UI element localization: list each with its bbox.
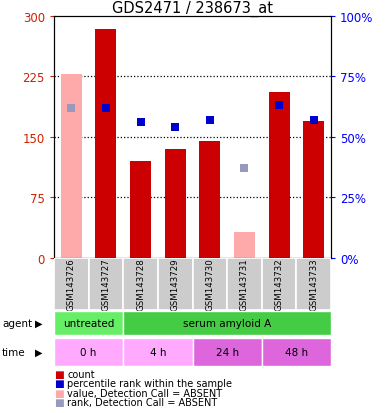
- Text: GSM143730: GSM143730: [205, 258, 214, 310]
- Bar: [192, 258, 227, 310]
- Bar: [165, 150, 186, 258]
- Text: ■: ■: [54, 378, 64, 388]
- Bar: [123, 338, 192, 366]
- Text: ▶: ▶: [35, 347, 43, 357]
- Bar: [303, 121, 324, 258]
- Text: GSM143729: GSM143729: [171, 258, 180, 310]
- Bar: [130, 161, 151, 258]
- Text: 4 h: 4 h: [150, 347, 166, 357]
- Text: value, Detection Call = ABSENT: value, Detection Call = ABSENT: [67, 388, 223, 398]
- Text: GSM143728: GSM143728: [136, 258, 145, 310]
- Bar: [262, 338, 331, 366]
- Bar: [262, 258, 296, 310]
- Text: 0 h: 0 h: [80, 347, 97, 357]
- Text: GSM143733: GSM143733: [309, 258, 318, 310]
- Text: GSM143732: GSM143732: [275, 258, 284, 310]
- Text: 24 h: 24 h: [216, 347, 239, 357]
- Bar: [234, 233, 255, 258]
- Text: GSM143731: GSM143731: [240, 258, 249, 310]
- Text: GSM143727: GSM143727: [101, 258, 110, 310]
- Title: GDS2471 / 238673_at: GDS2471 / 238673_at: [112, 0, 273, 17]
- Bar: [54, 338, 123, 366]
- Text: percentile rank within the sample: percentile rank within the sample: [67, 378, 233, 388]
- Text: ■: ■: [54, 397, 64, 407]
- Text: agent: agent: [2, 318, 32, 328]
- Text: serum amyloid A: serum amyloid A: [183, 318, 271, 328]
- Bar: [95, 30, 116, 258]
- Text: count: count: [67, 369, 95, 379]
- Text: rank, Detection Call = ABSENT: rank, Detection Call = ABSENT: [67, 397, 218, 407]
- Bar: [89, 258, 123, 310]
- Text: 48 h: 48 h: [285, 347, 308, 357]
- Bar: [296, 258, 331, 310]
- Text: time: time: [2, 347, 25, 357]
- Text: ■: ■: [54, 369, 64, 379]
- Text: untreated: untreated: [63, 318, 114, 328]
- Bar: [269, 93, 290, 258]
- Bar: [54, 258, 89, 310]
- Bar: [61, 75, 82, 258]
- Bar: [54, 311, 123, 335]
- Text: GSM143726: GSM143726: [67, 258, 76, 310]
- Bar: [192, 338, 262, 366]
- Text: ■: ■: [54, 388, 64, 398]
- Bar: [199, 141, 220, 258]
- Bar: [123, 258, 158, 310]
- Text: ▶: ▶: [35, 318, 43, 328]
- Bar: [227, 258, 262, 310]
- Bar: [158, 258, 192, 310]
- Bar: [123, 311, 331, 335]
